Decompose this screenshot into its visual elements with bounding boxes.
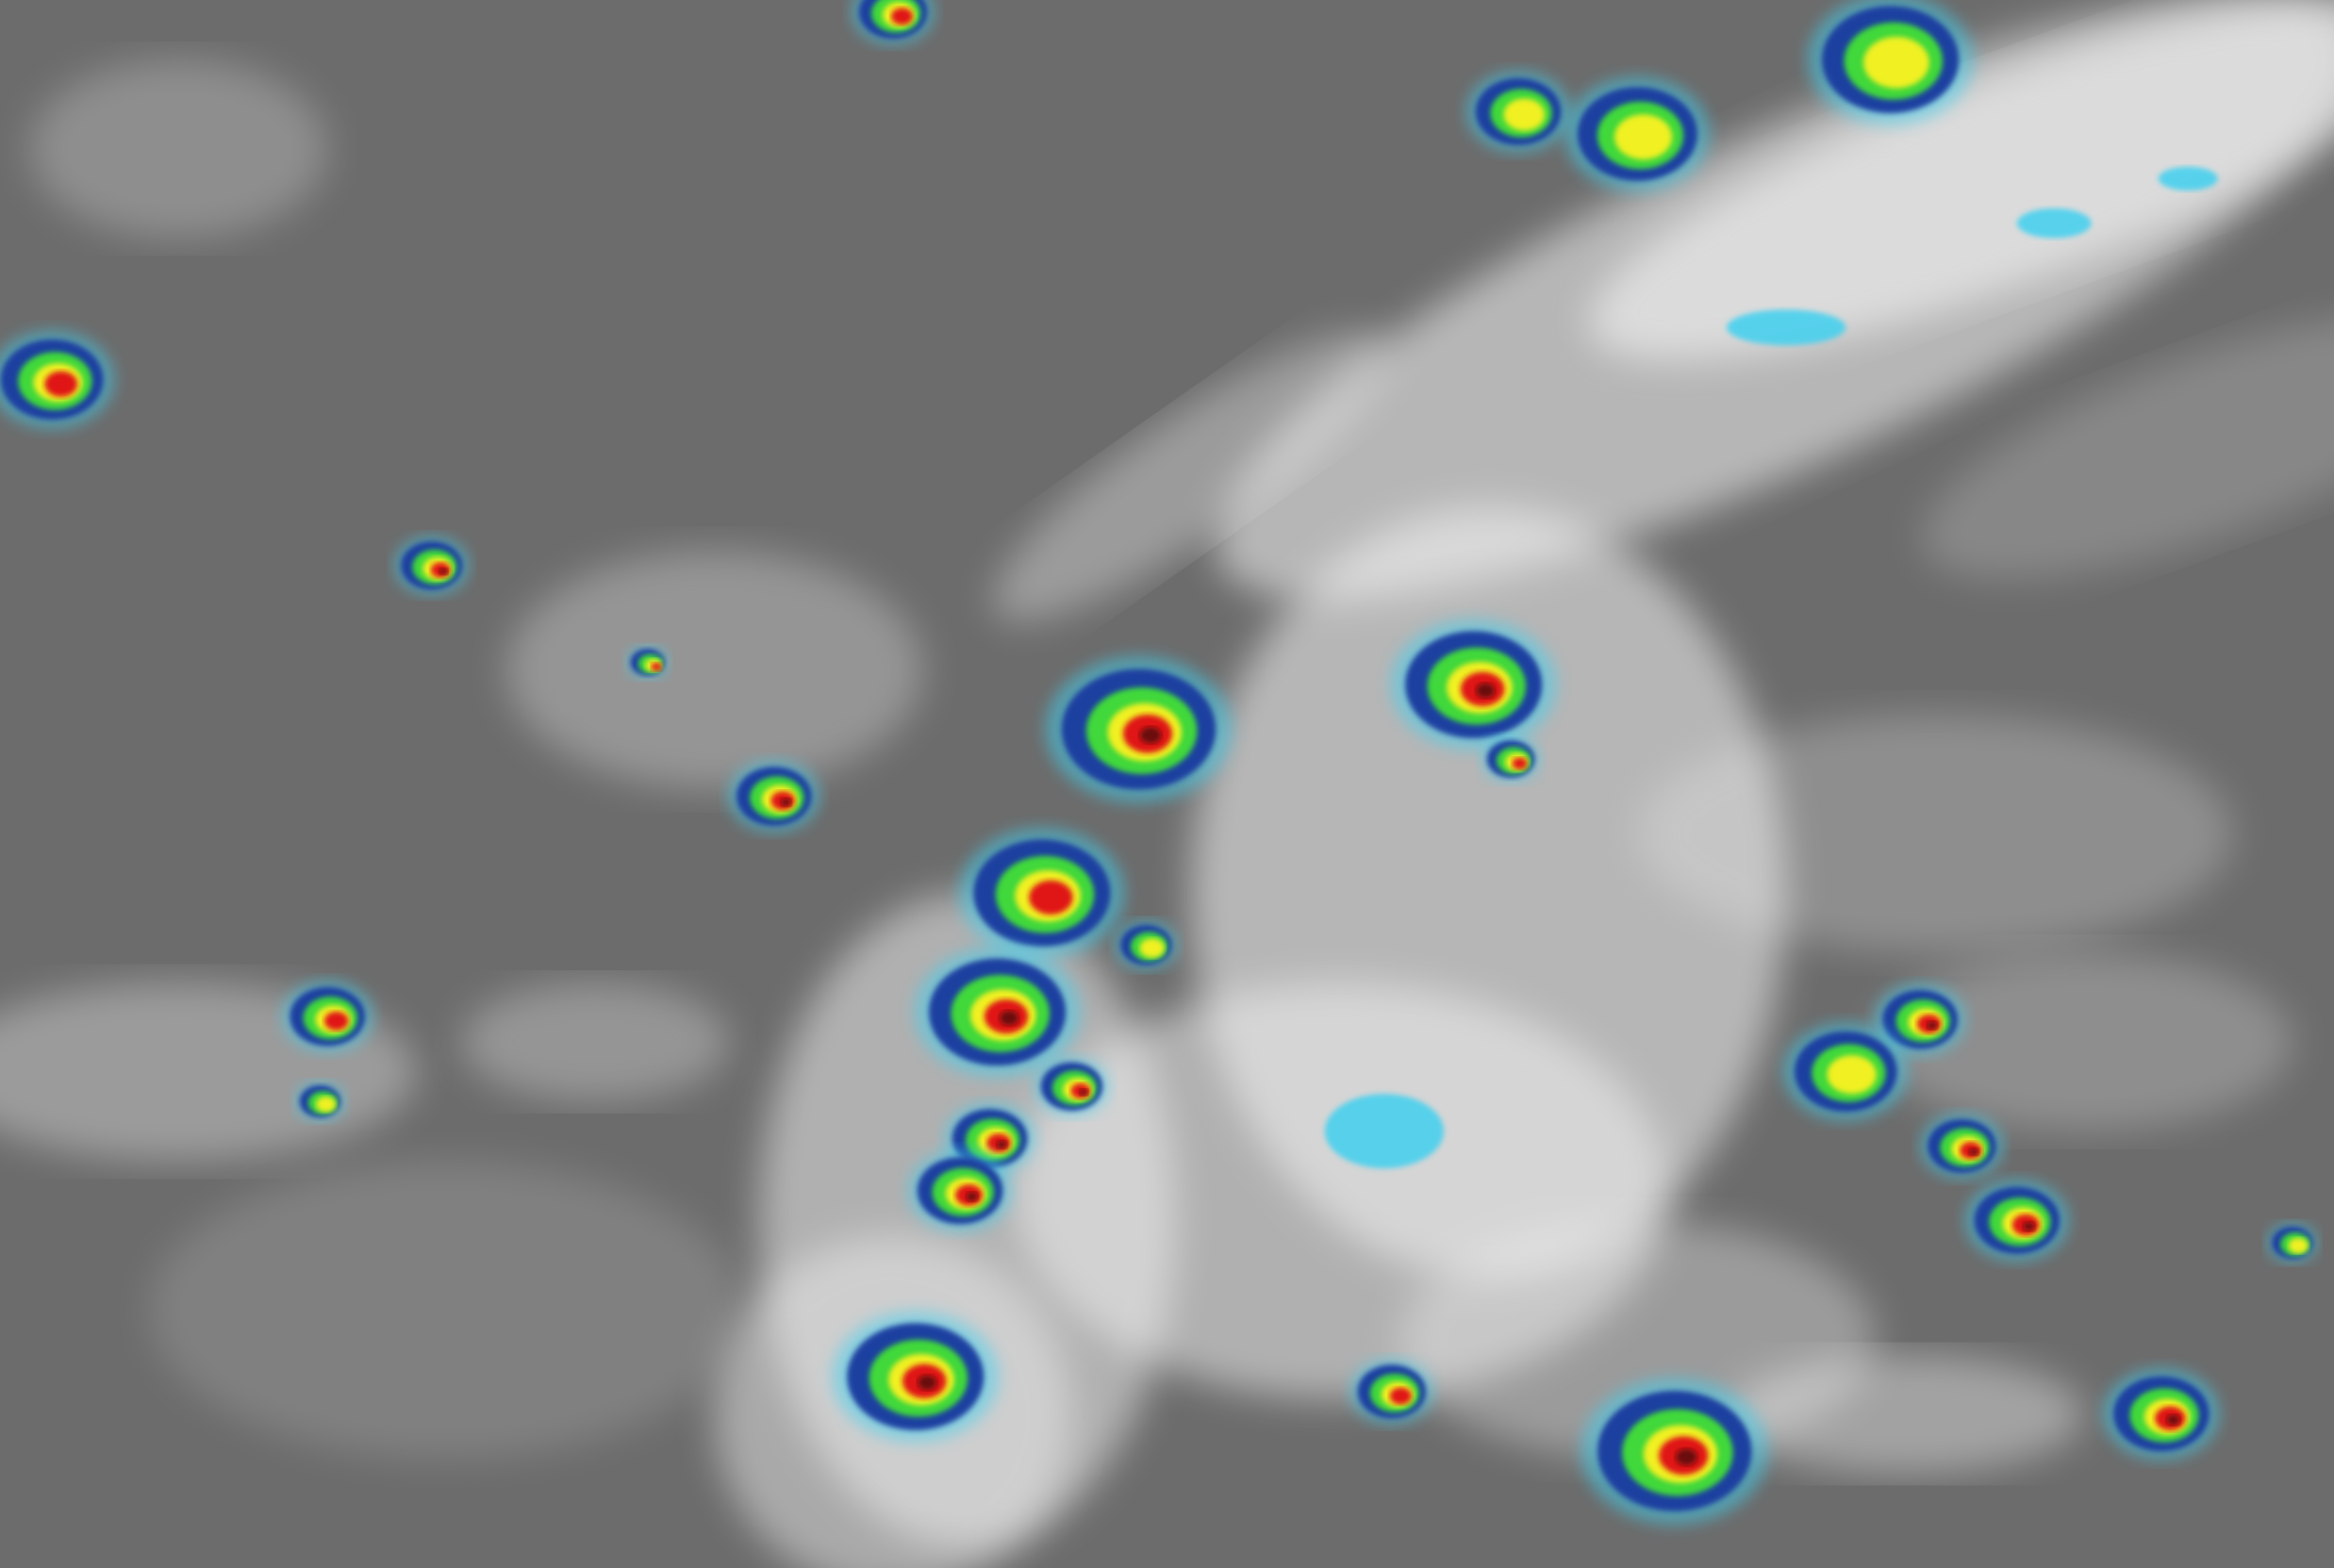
convective-storm	[1920, 1113, 2004, 1180]
convective-storm	[1807, 0, 1974, 125]
convective-storm	[294, 1081, 345, 1121]
storm-temperature-band	[966, 1192, 979, 1202]
convective-storm	[393, 536, 470, 596]
storm-temperature-band	[1389, 1387, 1412, 1405]
storm-temperature-band	[2023, 1221, 2035, 1231]
cloud-mass	[29, 59, 328, 239]
storm-temperature-band	[2166, 1414, 2180, 1426]
convective-storm	[1964, 1179, 2070, 1262]
convective-storm	[1349, 1359, 1434, 1425]
storm-temperature-band	[44, 371, 78, 397]
convective-storms-layer	[0, 0, 2318, 1526]
storm-temperature-band	[1675, 1448, 1697, 1466]
storm-temperature-band	[1863, 37, 1929, 89]
storm-temperature-band	[1079, 1088, 1088, 1097]
cloud-mass	[461, 982, 730, 1102]
convective-storm	[914, 946, 1081, 1078]
cloud-mass	[1921, 314, 2334, 579]
convective-storm	[851, 0, 935, 45]
storm-temperature-band	[890, 8, 914, 25]
storm-temperature-band	[1512, 757, 1528, 770]
convective-storm	[1390, 619, 1558, 751]
storm-temperature-band	[1968, 1147, 1979, 1156]
cold-cloud-top	[1324, 1094, 1445, 1169]
convective-storm	[1874, 983, 1966, 1056]
convective-storm	[2267, 1223, 2318, 1263]
storm-temperature-band	[651, 662, 662, 671]
storm-temperature-band	[1476, 683, 1496, 699]
storm-temperature-band	[918, 1375, 937, 1391]
convective-storm	[728, 760, 820, 833]
convective-storm	[626, 646, 669, 679]
convective-storm	[1034, 1057, 1110, 1116]
cold-cloud-top	[1726, 309, 1846, 346]
storm-temperature-band	[1139, 938, 1165, 958]
storm-temperature-band	[2288, 1237, 2309, 1254]
convective-storm	[0, 330, 115, 429]
storm-temperature-band	[439, 568, 448, 575]
cloud-mass	[1875, 952, 2293, 1131]
convective-storm	[1115, 920, 1178, 970]
cold-cloud-top	[2016, 207, 2092, 239]
cloud-mass	[1399, 1220, 1876, 1459]
storm-temperature-band	[1139, 726, 1162, 744]
convective-storm	[832, 1311, 1000, 1443]
cloud-mass	[148, 1161, 745, 1459]
storm-temperature-band	[1827, 1055, 1877, 1095]
storm-temperature-band	[1927, 1021, 1938, 1030]
cold-cloud-top	[2158, 166, 2218, 191]
storm-temperature-band	[996, 1140, 1007, 1149]
convective-storm	[907, 1149, 1013, 1232]
convective-storm	[958, 827, 1126, 959]
storm-temperature-band	[1503, 98, 1546, 131]
convective-storm	[1482, 735, 1541, 783]
cloud-mass	[1588, 0, 2334, 360]
storm-temperature-band	[316, 1097, 337, 1113]
convective-storm	[281, 980, 373, 1053]
convective-storm	[1782, 1022, 1909, 1121]
cloud-mass	[992, 331, 1389, 621]
storm-temperature-band	[1029, 880, 1073, 915]
convective-storm	[1045, 655, 1233, 803]
convective-storm	[2103, 1367, 2220, 1461]
cloud-mass	[1637, 714, 2233, 953]
convective-storm	[1581, 1377, 1769, 1526]
convective-storm	[1564, 76, 1711, 191]
storm-temperature-band	[1614, 114, 1673, 160]
storm-temperature-band	[780, 798, 792, 807]
storm-temperature-band	[1000, 1010, 1019, 1026]
storm-temperature-band	[323, 1011, 349, 1031]
convective-storm	[1465, 70, 1571, 153]
cloud-mass	[505, 551, 923, 789]
